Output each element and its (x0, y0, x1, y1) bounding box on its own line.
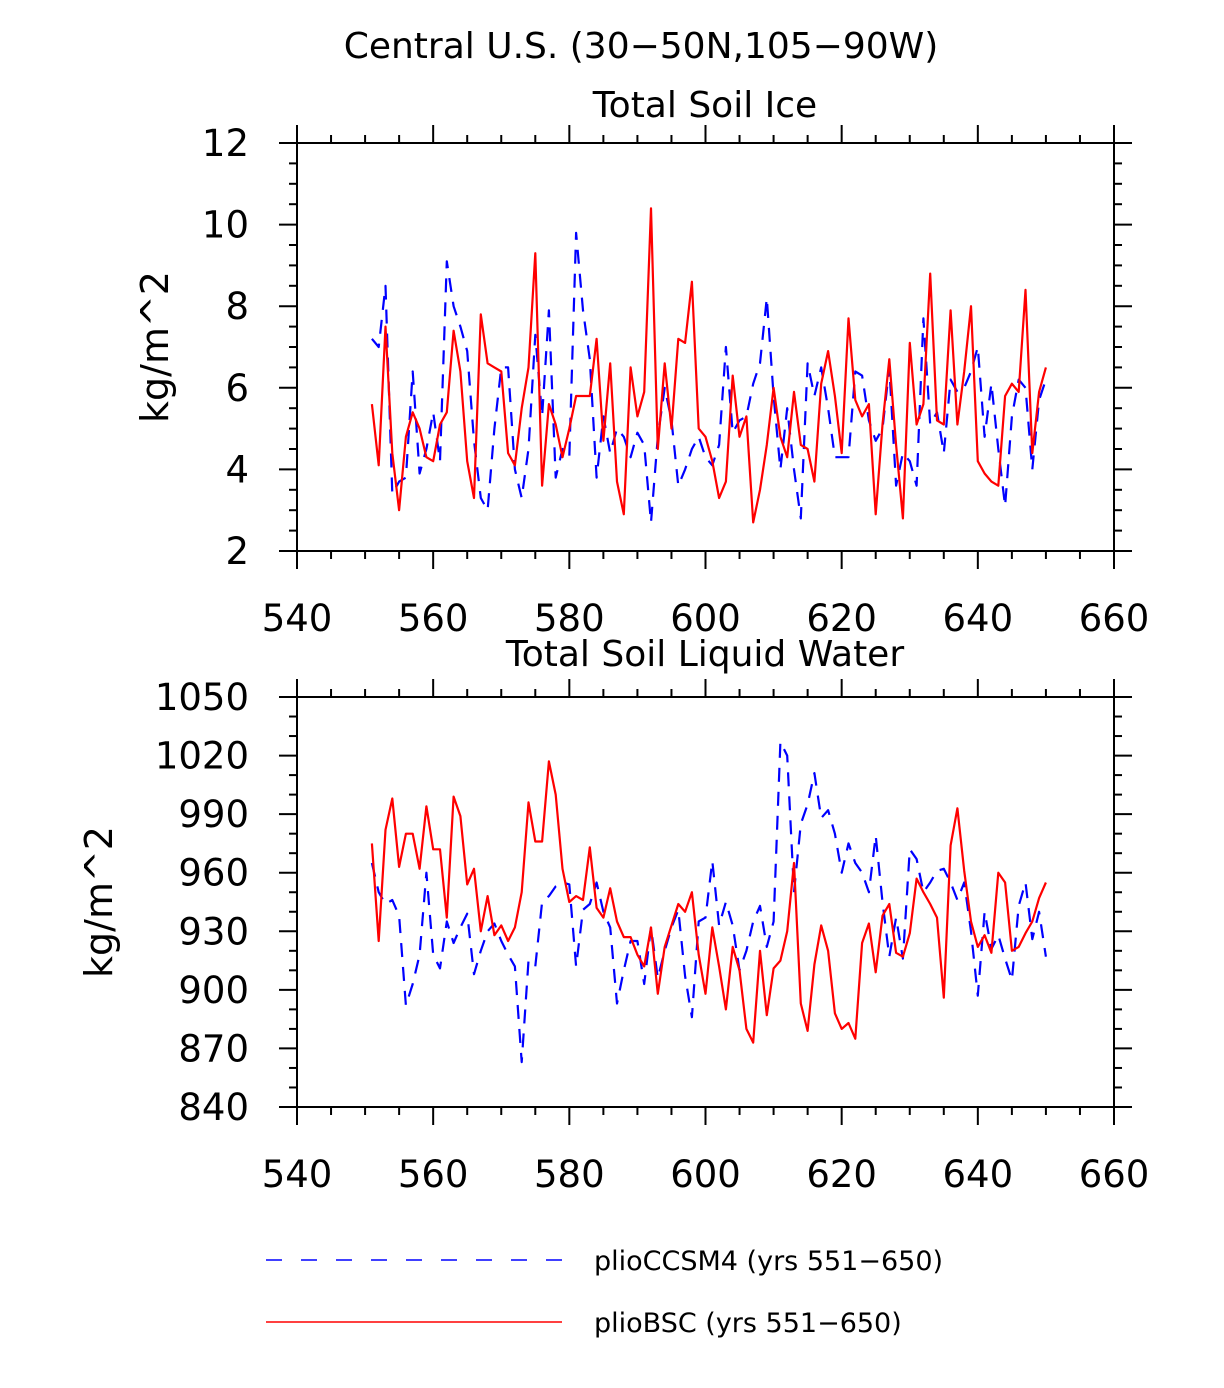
panel1-ytick-label: 930 (178, 910, 249, 953)
legend-label-pliobsc: plioBSC (yrs 551−650) (594, 1308, 902, 1339)
panel0-xtick-label: 660 (1079, 597, 1150, 640)
panel0-series-pliocCSM4 (371, 231, 1047, 524)
legend-label-pliocCSM4: plioCCSM4 (yrs 551−650) (594, 1246, 943, 1277)
panel1-ytick-label: 1020 (155, 735, 249, 778)
panel1-ylabel: kg/m^2 (77, 826, 121, 978)
panel1-title: Total Soil Liquid Water (505, 634, 904, 675)
panel1-ytick-label: 1050 (155, 676, 249, 719)
panel1-xtick-label: 580 (534, 1153, 605, 1196)
panel-total-soil-ice: 540 560 580 600 620 640 660 2 4 6 8 10 12 Total Soil … (133, 85, 1149, 640)
panel0-xtick-label: 640 (943, 597, 1014, 640)
panel0-ytick-label: 6 (225, 367, 249, 410)
panel1-xtick-label: 600 (670, 1153, 741, 1196)
panel1-series-pliocCSM4 (370, 740, 1047, 1064)
panel0-ytick-label: 12 (202, 122, 249, 165)
panel0-ytick-label: 4 (225, 448, 249, 491)
panel1-frame (296, 696, 1115, 1108)
panel0-xtick-label: 580 (534, 597, 605, 640)
panel0-series-pliobsc (370, 207, 1047, 524)
panel0-ytick-label: 8 (225, 285, 249, 328)
panel1-ytick-label: 990 (178, 793, 249, 836)
panel0-ylabel: kg/m^2 (133, 271, 177, 423)
panel0-ytick-label: 10 (202, 204, 249, 247)
panel0-ytick-label: 2 (225, 530, 249, 573)
panel0-xtick-label: 600 (670, 597, 741, 640)
panel0-xtick-label: 620 (806, 597, 877, 640)
panel1-xtick-label: 660 (1079, 1153, 1150, 1196)
panel0-xtick-label: 540 (262, 597, 333, 640)
panel1-xtick-label: 640 (943, 1153, 1014, 1196)
panel0-title: Total Soil Ice (592, 85, 817, 126)
panel1-ytick-label: 960 (178, 852, 249, 895)
panel1-xtick-label: 560 (398, 1153, 469, 1196)
panel1-ytick-label: 900 (178, 969, 249, 1012)
panel-total-soil-liquid-water: 540 560 580 600 620 640 660 840 870 900 930 960 990 1… (77, 634, 1149, 1196)
panel1-ytick-label: 870 (178, 1027, 249, 1070)
panel0-frame (296, 142, 1115, 552)
panel1-xtick-label: 540 (262, 1153, 333, 1196)
panel1-xtick-label: 620 (806, 1153, 877, 1196)
panel1-series-pliobsc (370, 760, 1047, 1044)
panel0-xtick-label: 560 (398, 597, 469, 640)
panel1-ytick-label: 840 (178, 1086, 249, 1129)
legend: plioCCSM4 (yrs 551−650) plioBSC (yrs 551… (266, 1246, 943, 1339)
figure-title: Central U.S. (30−50N,105−90W) (344, 26, 939, 67)
